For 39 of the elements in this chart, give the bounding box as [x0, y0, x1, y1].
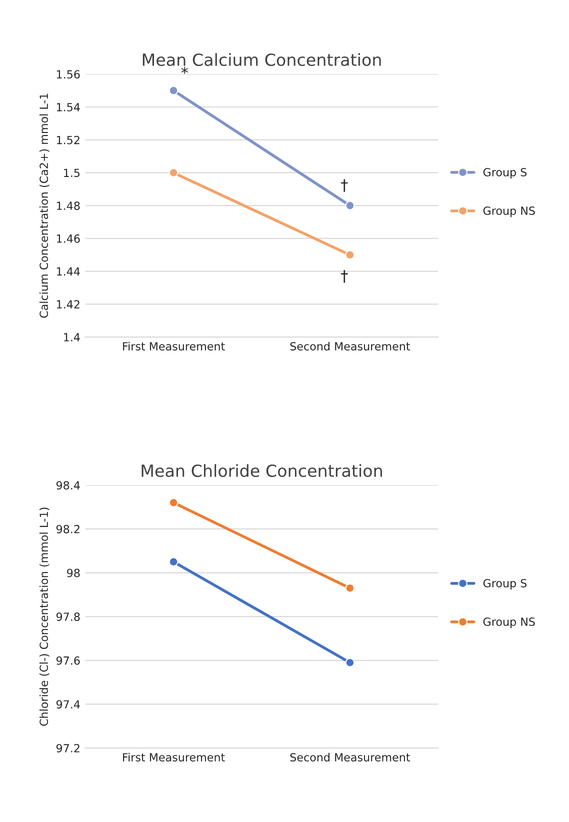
point — [168, 86, 178, 96]
y-tick-label: 1.44 — [56, 267, 80, 276]
point — [168, 557, 178, 567]
y-tick-label: 1.4 — [64, 333, 80, 342]
x-tick-label: First Measurement — [123, 342, 225, 350]
point — [168, 168, 178, 178]
point — [345, 658, 355, 668]
y-tick-label: 1.56 — [56, 70, 80, 79]
legend-label: Group S — [483, 168, 527, 179]
legend-label: Group NS — [483, 206, 535, 218]
point — [345, 583, 355, 593]
y-tick-label: 1.48 — [56, 202, 80, 210]
x-tick-label: Second Measurement — [290, 342, 410, 350]
x-tick-label: First Measurement — [123, 752, 225, 762]
y-axis-title: Chloride (Cl-) Concentration (mmol L-1) — [39, 508, 50, 726]
y-tick-label: 97.6 — [56, 656, 80, 665]
y-tick-label: 97.4 — [56, 700, 80, 709]
x-tick-label: Second Measurement — [290, 752, 410, 762]
chart-title: Mean Chloride Concentration — [142, 464, 382, 478]
annotation: † — [340, 270, 348, 283]
point — [345, 200, 355, 210]
y-tick-label: 1.46 — [56, 234, 80, 243]
legend-label: Group NS — [483, 618, 535, 628]
y-tick-label: 1.52 — [56, 136, 80, 144]
point — [168, 498, 178, 508]
annotation: * — [181, 66, 188, 74]
chart-title: Mean Calcium Concentration — [142, 53, 381, 66]
point — [345, 250, 355, 260]
y-tick-label: 97.2 — [56, 744, 80, 752]
y-tick-label: 98 — [67, 568, 80, 578]
y-tick-label: 98.4 — [56, 481, 80, 490]
y-tick-label: 1.54 — [56, 103, 80, 112]
y-tick-label: 97.8 — [56, 612, 80, 621]
y-tick-label: 98.2 — [56, 524, 80, 534]
y-tick-label: 1.42 — [56, 300, 80, 308]
annotation: † — [340, 179, 348, 192]
legend-label: Group S — [483, 578, 527, 590]
y-tick-label: 1.5 — [64, 168, 80, 178]
y-axis-title: Calcium Concentration (Ca2+) mmol L-1 — [39, 94, 50, 318]
